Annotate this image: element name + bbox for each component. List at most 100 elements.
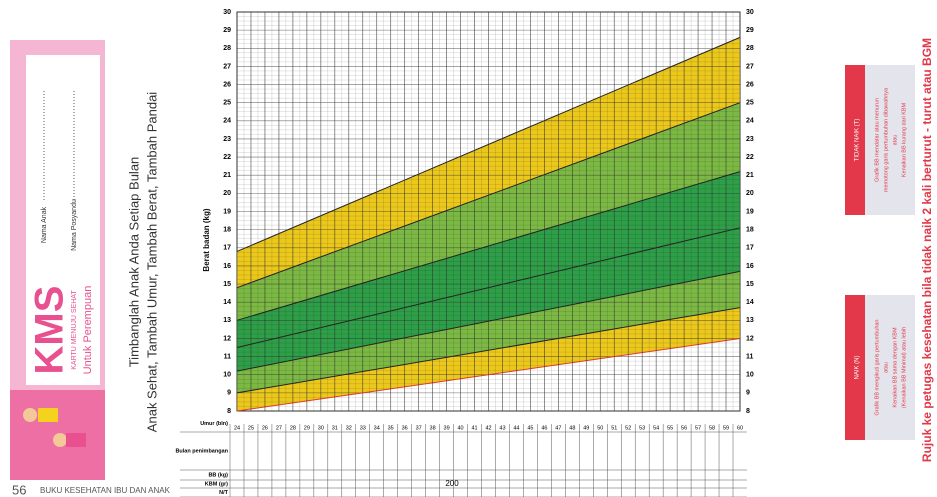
x-tick-label: 47	[555, 425, 561, 431]
legend-head	[845, 295, 865, 440]
x-tick-label: 57	[695, 425, 701, 431]
y-tick-label: 16	[746, 263, 754, 270]
y-tick-label: 15	[746, 281, 754, 288]
page-number: 56	[12, 482, 26, 497]
x-tick-label: 43	[499, 425, 505, 431]
y-tick-label: 27	[223, 63, 231, 70]
row-label: Umur (bln)	[200, 421, 228, 427]
y-tick-label: 29	[746, 27, 754, 34]
logo: KMS	[28, 286, 72, 375]
legend-text: memotong garis pertumbuhan dibawahnya	[883, 87, 889, 192]
y-tick-label: 9	[746, 390, 750, 397]
kid-shirt	[66, 433, 86, 447]
x-tick-label: 36	[402, 425, 408, 431]
x-tick-label: 54	[653, 425, 659, 431]
y-tick-label: 8	[746, 408, 750, 415]
x-tick-label: 29	[304, 425, 310, 431]
legend-title: TIDAK NAIK (T)	[855, 119, 861, 162]
y-tick-label: 18	[746, 226, 754, 233]
x-tick-label: 32	[346, 425, 352, 431]
y-tick-label: 10	[746, 372, 754, 379]
legend-text: atau	[883, 362, 889, 373]
y-tick-label: 14	[746, 299, 754, 306]
kbm-value: 200	[445, 479, 459, 488]
x-tick-label: 31	[332, 425, 338, 431]
y-tick-label: 15	[223, 281, 231, 288]
row-label: Bulan penimbangan	[175, 448, 228, 454]
y-tick-label: 10	[223, 372, 231, 379]
row-label: KBM (gr)	[205, 481, 228, 487]
y-tick-label: 17	[223, 245, 231, 252]
x-tick-label: 42	[485, 425, 491, 431]
y-tick-label: 17	[746, 245, 754, 252]
y-tick-label: 20	[223, 190, 231, 197]
x-tick-label: 58	[709, 425, 715, 431]
x-tick-label: 55	[667, 425, 673, 431]
y-tick-label: 19	[746, 208, 754, 215]
legend-box	[865, 65, 915, 215]
legend-title: NAIK (N)	[855, 355, 861, 379]
y-tick-label: 21	[223, 172, 231, 179]
x-tick-label: 28	[290, 425, 296, 431]
legend-text: Kenaikan BB kurang dari KBM	[901, 102, 907, 177]
x-tick-label: 33	[360, 425, 366, 431]
x-tick-label: 48	[569, 425, 575, 431]
y-tick-label: 9	[227, 390, 231, 397]
x-tick-label: 40	[457, 425, 463, 431]
x-tick-label: 49	[583, 425, 589, 431]
card-panel	[26, 55, 100, 385]
y-tick-label: 26	[746, 81, 754, 88]
y-tick-label: 12	[223, 335, 231, 342]
x-tick-label: 52	[625, 425, 631, 431]
x-tick-label: 56	[681, 425, 687, 431]
y-tick-label: 23	[223, 136, 231, 143]
y-tick-label: 23	[746, 136, 754, 143]
y-tick-label: 11	[224, 353, 232, 360]
footer: BUKU KESEHATAN IBU DAN ANAK	[40, 486, 171, 495]
kid-shirt	[38, 408, 58, 422]
x-tick-label: 41	[471, 425, 477, 431]
legend-head	[845, 65, 865, 215]
x-tick-label: 38	[430, 425, 436, 431]
x-tick-label: 45	[527, 425, 533, 431]
x-tick-label: 44	[513, 425, 519, 431]
y-tick-label: 11	[746, 353, 754, 360]
y-tick-label: 24	[746, 118, 754, 125]
headline: Timbanglah Anak Anda Setiap Bulan	[126, 157, 141, 368]
y-tick-label: 20	[746, 190, 754, 197]
y-tick-label: 28	[223, 45, 231, 52]
x-tick-label: 26	[262, 425, 268, 431]
x-tick-label: 53	[639, 425, 645, 431]
legend-text: (Kenaikan BB Minimal) atau lebih	[901, 327, 907, 408]
x-tick-label: 35	[388, 425, 394, 431]
y-tick-label: 30	[746, 9, 754, 16]
x-tick-label: 37	[416, 425, 422, 431]
x-tick-label: 50	[597, 425, 603, 431]
y-tick-label: 28	[746, 45, 754, 52]
x-tick-label: 51	[611, 425, 617, 431]
y-tick-label: 12	[746, 335, 754, 342]
y-tick-label: 16	[223, 263, 231, 270]
x-tick-label: 30	[318, 425, 324, 431]
y-tick-label: 13	[746, 317, 754, 324]
x-tick-label: 60	[737, 425, 743, 431]
y-axis-label: Berat badan (kg)	[202, 208, 211, 271]
card-subtitle: KARTU MENUJU SEHAT	[71, 290, 78, 370]
field-label: Nama Posyandu	[71, 199, 78, 251]
card-gender: Untuk Perempuan	[82, 286, 94, 375]
x-tick-label: 46	[541, 425, 547, 431]
x-tick-label: 25	[248, 425, 254, 431]
y-tick-label: 13	[223, 317, 231, 324]
y-tick-label: 21	[746, 172, 754, 179]
note: Rujuk ke petugas kesehatan bila tidak na…	[920, 38, 934, 462]
y-tick-label: 27	[746, 63, 754, 70]
kid	[23, 408, 37, 422]
row-label: N/T	[219, 490, 229, 496]
y-tick-label: 29	[223, 27, 231, 34]
kid	[53, 433, 67, 447]
x-tick-label: 39	[444, 425, 450, 431]
x-tick-label: 27	[276, 425, 282, 431]
field-label: Nama Anak	[41, 206, 48, 243]
